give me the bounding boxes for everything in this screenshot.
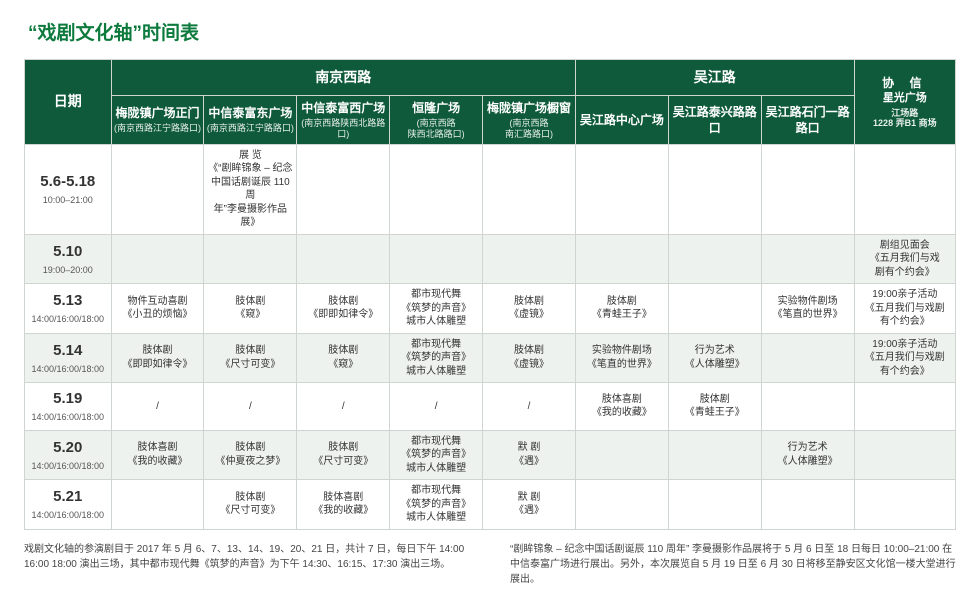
schedule-cell: 剧组见面会《五月我们与戏剧有个约会》 [854, 234, 955, 284]
schedule-cell [761, 480, 854, 530]
schedule-cell: 都市现代舞《筑梦的声音》城市人体雕塑 [390, 284, 483, 334]
schedule-cell: 默 剧《遇》 [483, 430, 576, 480]
footnote-left: 戏剧文化轴的参演剧目于 2017 年 5 月 6、7、13、14、19、20、2… [24, 542, 470, 587]
schedule-cell [668, 144, 761, 234]
schedule-cell: 肢体剧《尺寸可变》 [204, 480, 297, 530]
schedule-cell: 默 剧《遇》 [483, 480, 576, 530]
schedule-cell [668, 480, 761, 530]
schedule-cell: 都市现代舞《筑梦的声音》城市人体雕塑 [390, 430, 483, 480]
schedule-cell: / [297, 383, 390, 430]
schedule-cell [483, 144, 576, 234]
schedule-cell: 肢体剧《即即如律令》 [297, 284, 390, 334]
schedule-cell [483, 234, 576, 284]
schedule-cell: / [111, 383, 204, 430]
header-date: 日期 [25, 60, 112, 145]
schedule-cell [854, 383, 955, 430]
page-title: “戏剧文化轴”时间表 [28, 18, 956, 45]
schedule-cell: 行为艺术《人体雕塑》 [668, 333, 761, 383]
table-row: 5.1414:00/16:00/18:00肢体剧《即即如律令》肢体剧《尺寸可变》… [25, 333, 956, 383]
schedule-cell: 肢体剧《虚镜》 [483, 284, 576, 334]
schedule-cell [854, 430, 955, 480]
schedule-cell: 肢体剧《窥》 [297, 333, 390, 383]
schedule-cell [575, 144, 668, 234]
schedule-cell: 都市现代舞《筑梦的声音》城市人体雕塑 [390, 333, 483, 383]
schedule-table: 日期 南京西路 吴江路 协 信 星光广场 江场路1228 弄B1 商场 梅陇镇广… [24, 59, 956, 530]
footnote-right: “剧眸锦象 – 纪念中国话剧诞辰 110 周年” 李曼摄影作品展将于 5 月 6… [510, 542, 956, 587]
schedule-cell: 实验物件剧场《笔直的世界》 [575, 333, 668, 383]
schedule-cell [297, 234, 390, 284]
table-body: 5.6-5.1810:00–21:00 展 览《“剧眸锦象 – 纪念中国话剧诞辰 … [25, 144, 956, 529]
schedule-cell: 肢体喜剧《我的收藏》 [297, 480, 390, 530]
date-cell: 5.1019:00–20:00 [25, 234, 112, 284]
table-row: 5.6-5.1810:00–21:00 展 览《“剧眸锦象 – 纪念中国话剧诞辰 … [25, 144, 956, 234]
table-row: 5.2014:00/16:00/18:00肢体喜剧《我的收藏》肢体剧《仲夏夜之梦… [25, 430, 956, 480]
header-group-wujiang: 吴江路 [575, 60, 854, 96]
header-col: 梅陇镇广场正门(南京西路江宁路路口) [111, 95, 204, 144]
schedule-cell: / [390, 383, 483, 430]
table-row: 5.1019:00–20:00 剧组见面会《五月我们与戏剧有个约会》 [25, 234, 956, 284]
schedule-cell [761, 383, 854, 430]
schedule-cell [575, 480, 668, 530]
date-cell: 5.2014:00/16:00/18:00 [25, 430, 112, 480]
schedule-cell [668, 430, 761, 480]
table-header: 日期 南京西路 吴江路 协 信 星光广场 江场路1228 弄B1 商场 梅陇镇广… [25, 60, 956, 145]
schedule-cell [668, 284, 761, 334]
schedule-cell: 肢体剧《虚镜》 [483, 333, 576, 383]
date-cell: 5.2114:00/16:00/18:00 [25, 480, 112, 530]
schedule-cell [575, 234, 668, 284]
header-col: 吴江路石门一路路口 [761, 95, 854, 144]
schedule-cell: 肢体剧《即即如律令》 [111, 333, 204, 383]
date-cell: 5.6-5.1810:00–21:00 [25, 144, 112, 234]
schedule-cell: 19:00亲子活动《五月我们与戏剧有个约会》 [854, 333, 955, 383]
schedule-cell [761, 234, 854, 284]
schedule-cell [111, 234, 204, 284]
schedule-cell [575, 430, 668, 480]
schedule-cell: 肢体剧《窥》 [204, 284, 297, 334]
schedule-cell: 肢体剧《青蛙王子》 [668, 383, 761, 430]
header-col: 中信泰富西广场(南京西路陕西北路路口) [297, 95, 390, 144]
table-row: 5.1914:00/16:00/18:00/////肢体喜剧《我的收藏》肢体剧《… [25, 383, 956, 430]
schedule-cell [111, 480, 204, 530]
schedule-cell [390, 144, 483, 234]
schedule-cell: 肢体喜剧《我的收藏》 [575, 383, 668, 430]
header-col: 吴江路中心广场 [575, 95, 668, 144]
schedule-cell: 肢体剧《尺寸可变》 [297, 430, 390, 480]
schedule-cell [204, 234, 297, 284]
schedule-cell: 19:00亲子活动《五月我们与戏剧有个约会》 [854, 284, 955, 334]
schedule-cell: / [483, 383, 576, 430]
header-col: 吴江路泰兴路路口 [668, 95, 761, 144]
schedule-cell: 肢体剧《仲夏夜之梦》 [204, 430, 297, 480]
schedule-cell [390, 234, 483, 284]
schedule-cell: 物件互动喜剧《小丑的烦恼》 [111, 284, 204, 334]
footnotes: 戏剧文化轴的参演剧目于 2017 年 5 月 6、7、13、14、19、20、2… [24, 542, 956, 587]
date-cell: 5.1914:00/16:00/18:00 [25, 383, 112, 430]
header-col: 梅陇镇广场橱窗(南京西路南汇路路口) [483, 95, 576, 144]
schedule-cell: 行为艺术《人体雕塑》 [761, 430, 854, 480]
table-row: 5.1314:00/16:00/18:00物件互动喜剧《小丑的烦恼》肢体剧《窥》… [25, 284, 956, 334]
schedule-cell: 展 览《“剧眸锦象 – 纪念中国话剧诞辰 110 周年”李曼摄影作品展》 [204, 144, 297, 234]
schedule-cell [111, 144, 204, 234]
table-row: 5.2114:00/16:00/18:00 肢体剧《尺寸可变》肢体喜剧《我的收藏》… [25, 480, 956, 530]
date-cell: 5.1414:00/16:00/18:00 [25, 333, 112, 383]
schedule-cell: / [204, 383, 297, 430]
schedule-cell [297, 144, 390, 234]
date-cell: 5.1314:00/16:00/18:00 [25, 284, 112, 334]
schedule-cell: 肢体剧《青蛙王子》 [575, 284, 668, 334]
schedule-cell [854, 480, 955, 530]
header-group-xiexin: 协 信 星光广场 江场路1228 弄B1 商场 [854, 60, 955, 145]
schedule-cell [854, 144, 955, 234]
schedule-cell [668, 234, 761, 284]
schedule-cell: 都市现代舞《筑梦的声音》城市人体雕塑 [390, 480, 483, 530]
schedule-cell [761, 144, 854, 234]
schedule-cell [761, 333, 854, 383]
header-group-nanjing: 南京西路 [111, 60, 575, 96]
schedule-cell: 肢体喜剧《我的收藏》 [111, 430, 204, 480]
header-col: 中信泰富东广场(南京西路江宁路路口) [204, 95, 297, 144]
schedule-cell: 肢体剧《尺寸可变》 [204, 333, 297, 383]
header-col: 恒隆广场(南京西路陕西北路路口) [390, 95, 483, 144]
schedule-cell: 实验物件剧场《笔直的世界》 [761, 284, 854, 334]
